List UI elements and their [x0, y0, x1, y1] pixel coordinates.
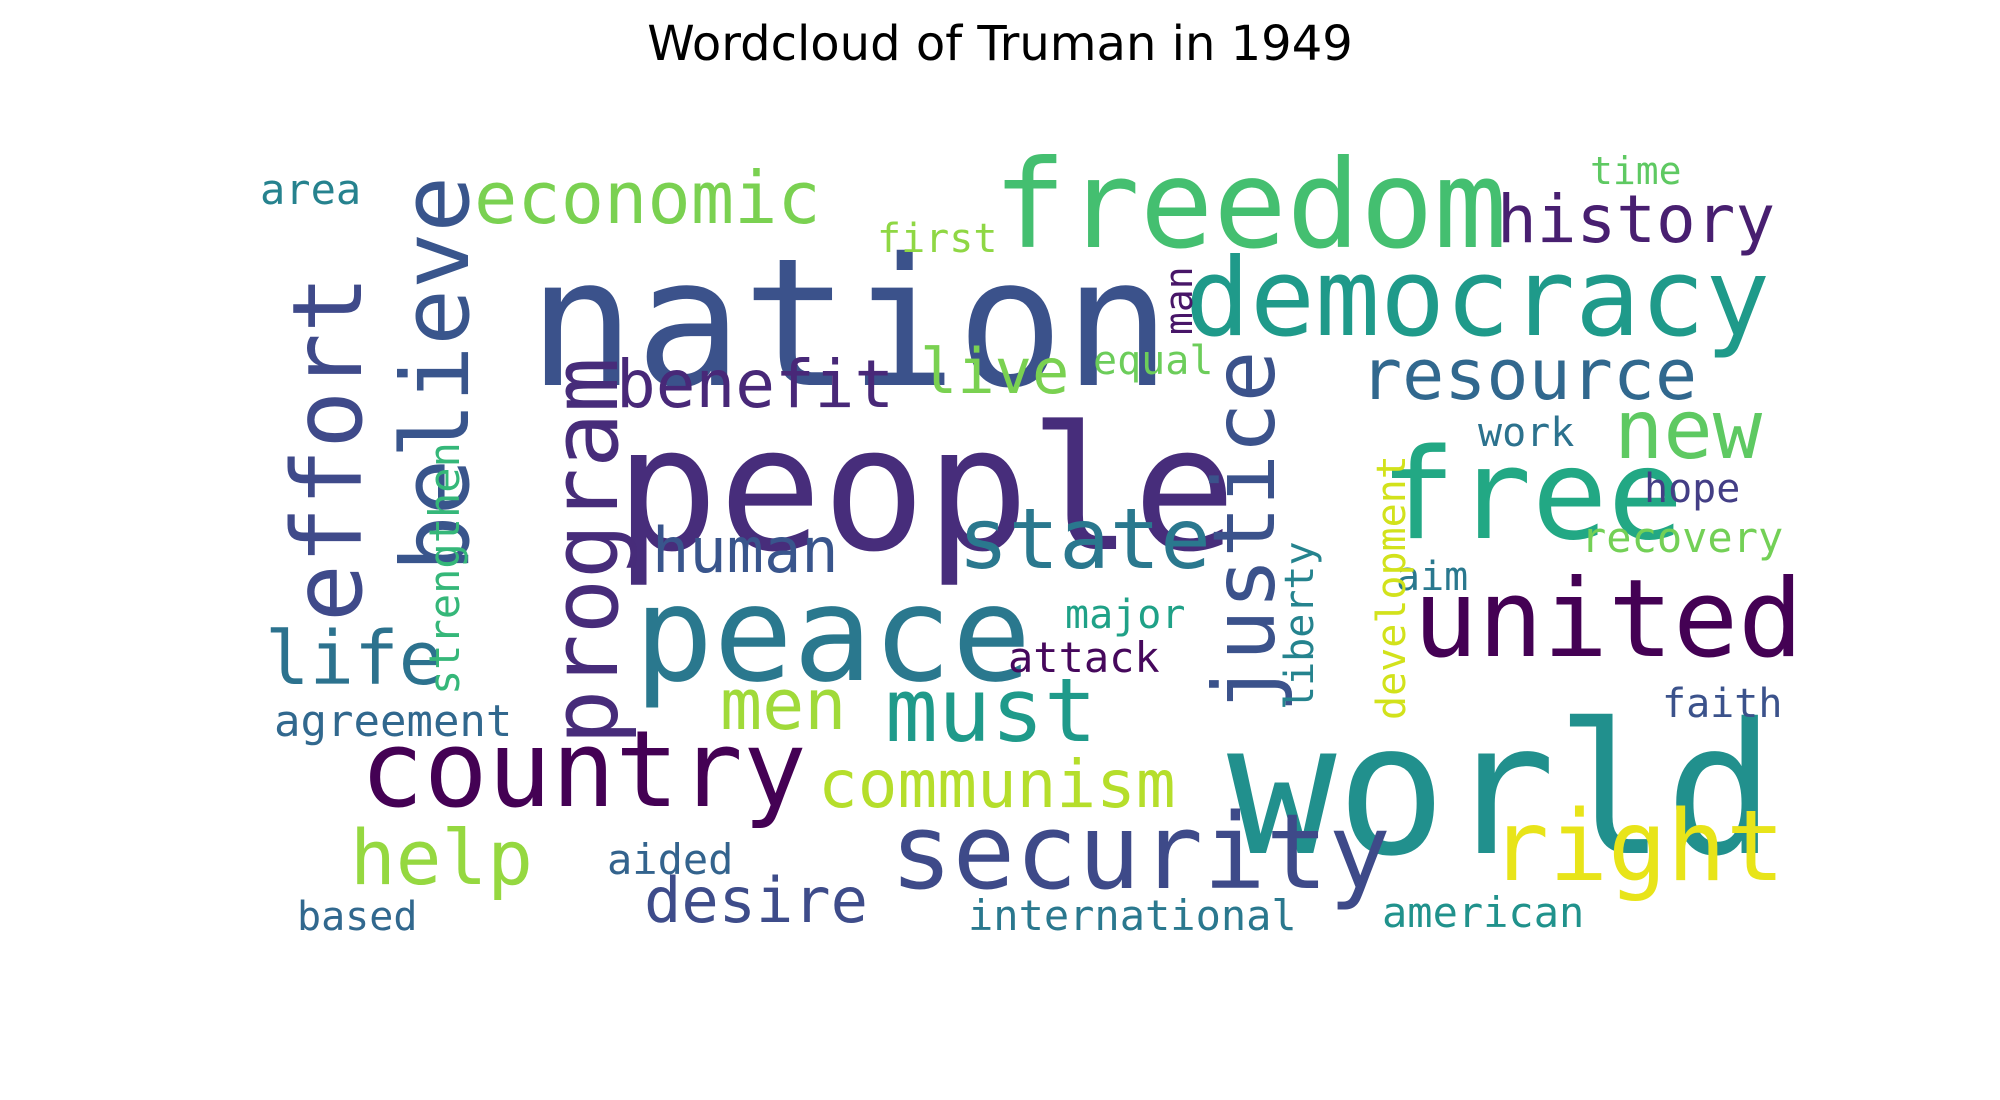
word-liberty: liberty [1277, 541, 1323, 710]
word-justice: justice [1195, 350, 1295, 713]
word-based: based [297, 894, 418, 940]
word-must: must [885, 659, 1097, 762]
word-time: time [1590, 149, 1682, 193]
word-united: united [1413, 557, 1804, 682]
word-agreement: agreement [274, 696, 513, 747]
word-democracy: democracy [1185, 236, 1771, 361]
word-area: area [260, 165, 362, 214]
word-help: help [350, 813, 534, 902]
word-desire: desire [644, 864, 868, 937]
word-development: development [1369, 455, 1415, 720]
word-free: free [1380, 421, 1684, 568]
word-american: american [1382, 888, 1585, 937]
word-economic: economic [474, 156, 821, 240]
word-freedom: freedom [993, 134, 1508, 276]
word-people: people [615, 389, 1237, 590]
word-peace: peace [634, 558, 1032, 712]
word-security: security [890, 791, 1391, 913]
word-effort: effort [272, 275, 384, 622]
word-aim: aim [1396, 554, 1469, 600]
word-live: live [920, 335, 1070, 408]
word-major: major [1065, 592, 1186, 638]
word-aided: aided [607, 835, 734, 884]
word-right: right [1490, 790, 1786, 904]
word-country: country [360, 708, 807, 831]
word-international: international [968, 891, 1297, 940]
word-strengthen: strengthen [420, 442, 469, 695]
chart-title: Wordcloud of Truman in 1949 [647, 16, 1353, 72]
word-hope: hope [1644, 466, 1741, 512]
word-recovery: recovery [1581, 513, 1784, 562]
word-resource: resource [1360, 334, 1698, 416]
word-attack: attack [1008, 633, 1160, 682]
word-first: first [877, 216, 998, 262]
word-equal: equal [1093, 338, 1214, 384]
word-faith: faith [1662, 681, 1783, 727]
word-life: life [265, 616, 444, 702]
word-history: history [1497, 181, 1776, 258]
word-man: man [1157, 266, 1201, 335]
word-state: state [958, 490, 1211, 588]
word-world: world [1227, 684, 1775, 896]
word-men: men [720, 664, 847, 746]
word-nation: nation [528, 220, 1171, 427]
word-new: new [1614, 383, 1763, 478]
word-work: work [1478, 410, 1575, 456]
word-benefit: benefit [616, 346, 895, 423]
word-communism: communism [818, 746, 1176, 823]
wordcloud-canvas: nation people world freedom peace democracy un… [250, 142, 1850, 954]
word-human: human [652, 514, 839, 587]
